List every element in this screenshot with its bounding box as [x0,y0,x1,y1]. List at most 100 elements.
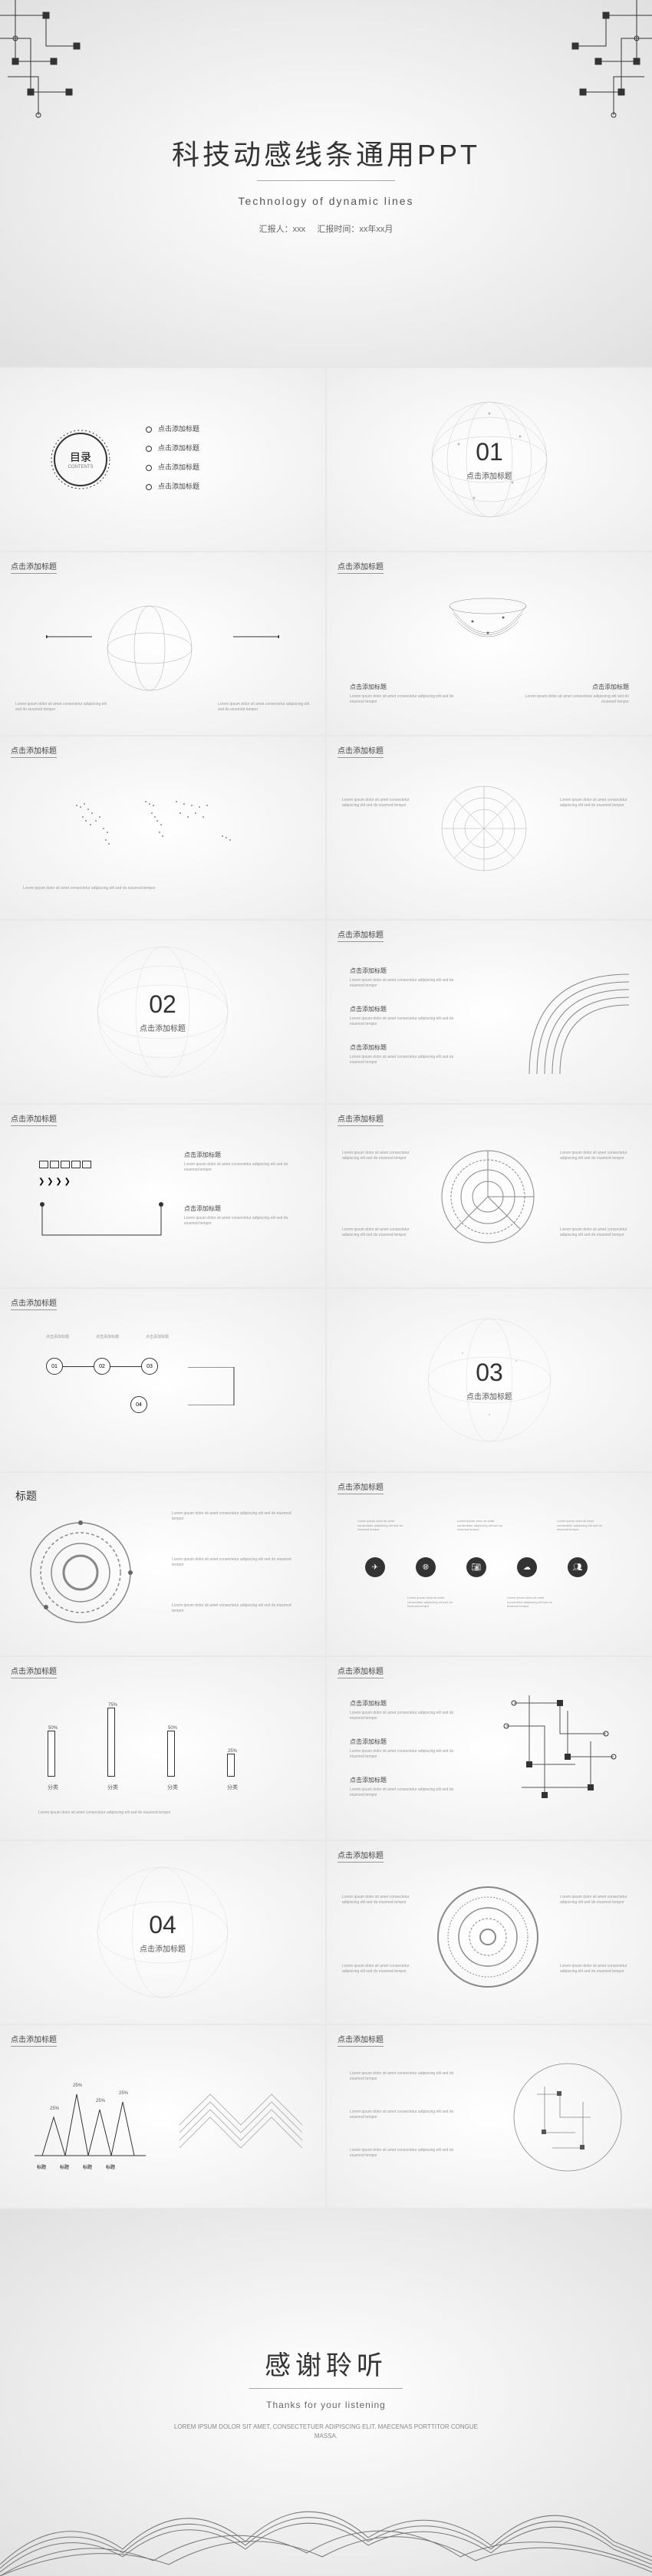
content-slide: 点击添加标题 点击添加标题 Lorem ipsum dolor sit amet… [327,552,652,735]
sub-heading: 点击添加标题 [184,1151,221,1159]
text-block: Lorem ipsum dolor sit amet consectetur a… [23,886,291,891]
radial-graphic [434,779,534,878]
content-slide: 点击添加标题 点击添加标题 Lorem ipsum dolor sit amet… [327,1657,652,1840]
globe-icon: 🌐︎ [416,1557,436,1577]
text-block: Lorem ipsum dolor sit amet consectetur a… [557,1519,603,1532]
slide-grid: 目录 CONTENTS 点击添加标题 点击添加标题 点击添加标题 点击添加标题 … [0,367,652,2209]
slide-title: 点击添加标题 [338,560,384,574]
content-slide: 点击添加标题 01 02 03 04 点击添加标题 点击添加标题 点击添加标题 [0,1289,325,1471]
circuit-decoration-tl [0,0,153,153]
people-icon: 👥︎ [568,1557,588,1577]
text-block: Lorem ipsum dolor sit amet consectetur a… [342,1964,419,1975]
bar: 50% 分类 [167,1726,178,1791]
text-block: Lorem ipsum dolor sit amet consectetur a… [342,798,419,809]
sub-heading: 点击添加标题 [592,683,629,691]
toc-list: 点击添加标题 点击添加标题 点击添加标题 点击添加标题 [146,414,199,500]
text-block: 点击添加标题 [96,1335,142,1340]
bowl-graphic [434,591,542,667]
hero-subtitle: Technology of dynamic lines [238,195,413,207]
text-block: 点击添加标题 [46,1335,92,1340]
text-block: Lorem ipsum dolor sit amet consectetur a… [342,1151,419,1161]
text-block: Lorem ipsum dolor sit amet consectetur a… [15,702,107,713]
text-block: Lorem ipsum dolor sit amet consectetur a… [560,1227,637,1238]
sub-heading: 点击添加标题 [350,1043,387,1052]
circuit-decoration-tr [499,0,652,153]
divider [257,180,395,181]
text-block: Lorem ipsum dolor sit amet consectetur a… [350,2148,465,2159]
svg-text:25%: 25% [73,2084,83,2088]
toc-slide: 目录 CONTENTS 点击添加标题 点击添加标题 点击添加标题 点击添加标题 [0,368,325,551]
arrow-row: ❯ ❯ ❯ ❯ [38,1178,71,1186]
content-slide: 点击添加标题 Lorem ipsum dolor sit amet consec… [327,736,652,919]
text-block: Lorem ipsum dolor sit amet consectetur a… [350,1016,465,1027]
label-title: 标题 [15,1488,37,1504]
path-line [38,1197,169,1243]
text-block: Lorem ipsum dolor sit amet consectetur a… [350,1787,465,1798]
text-block: Lorem ipsum dolor sit amet consectetur a… [522,694,629,705]
divider [249,2388,403,2389]
timeline-step: 03 [141,1358,158,1375]
triangle-chart: 25%25%25%25% [31,2071,153,2171]
cloud-icon: ☁ [517,1557,537,1577]
hero-title: 科技动感线条通用PPT [172,133,480,173]
text-block: Lorem ipsum dolor sit amet consectetur a… [350,2071,465,2082]
text-block: Lorem ipsum dolor sit amet consectetur a… [342,1227,419,1238]
text-block: Lorem ipsum dolor sit amet consectetur a… [38,1810,284,1816]
timeline: 01 02 03 [46,1358,158,1375]
plane-icon: ✈ [365,1557,385,1577]
slide-title: 点击添加标题 [11,560,57,574]
text-block: Lorem ipsum dolor sit amet consectetur a… [172,1511,302,1522]
text-block: Lorem ipsum dolor sit amet consectetur a… [350,694,457,705]
footer-title: 感谢聆听 [265,2344,387,2382]
svg-text:25%: 25% [119,2091,129,2096]
sphere-graphic [428,398,551,521]
slide-title: 点击添加标题 [11,1112,57,1126]
section-01-slide: 01 点击添加标题 [327,368,652,551]
text-block: Lorem ipsum dolor sit amet consectetur a… [350,2110,465,2120]
bar: 25% 分类 [227,1749,238,1791]
toc-item: 点击添加标题 [146,423,199,433]
sub-heading: 点击添加标题 [350,1699,387,1708]
circuit-arc-graphic [491,936,644,1089]
text-block: Lorem ipsum dolor sit amet consectetur a… [350,978,465,989]
text-block: Lorem ipsum dolor sit amet consectetur a… [357,1519,403,1532]
bar-chart: 50% 分类 75% 分类 50% 分类 25% 分类 [38,1703,247,1791]
camera-icon: 📷︎ [466,1557,486,1577]
text-block: Lorem ipsum dolor sit amet consectetur a… [184,1216,299,1227]
pcb-globe [506,2056,629,2179]
slide-title: 点击添加标题 [338,2033,384,2047]
timeline-step: 04 [130,1396,147,1413]
sub-heading: 点击添加标题 [350,1738,387,1746]
tech-circle [434,1143,542,1250]
mountains-graphic [0,2469,652,2576]
footer-subtitle: Thanks for your listening [266,2400,386,2410]
content-slide: 点击添加标题 50% 分类 75% 分类 50% 分类 25% 分类 [0,1657,325,1840]
content-slide: 点击添加标题 点击添加标题 Lorem ipsum dolor sit amet… [327,921,652,1103]
hero-meta: 汇报人：xxx 汇报时间：xx年xx月 [259,222,394,235]
section-03-slide: 03 点击添加标题 [327,1289,652,1471]
slide-title: 点击添加标题 [338,928,384,942]
icon-timeline: ✈ 🌐︎ 📷︎ ☁ 👥︎ [365,1557,588,1577]
text-block: Lorem ipsum dolor sit amet consectetur a… [172,1603,302,1614]
toc-item: 点击添加标题 [146,462,199,472]
connector-line [46,621,100,652]
timeline-step: 01 [46,1358,63,1375]
toc-circle: 目录 CONTENTS [54,433,107,486]
slide-title: 点击添加标题 [338,1112,384,1126]
footer-lorem: LOREM IPSUM DOLOR SIT AMET, CONSECTETUER… [173,2423,479,2441]
content-slide: 标题 Lorem ipsum dolor sit amet consectetu… [0,1473,325,1655]
slide-title: 点击添加标题 [338,1665,384,1678]
tech-rings [23,1515,138,1630]
circuit-map [499,1688,629,1818]
concentric-rings [430,1879,545,1995]
slide-title: 点击添加标题 [11,1665,57,1678]
bar: 75% 分类 [107,1703,118,1791]
text-block: Lorem ipsum dolor sit amet consectetur a… [342,1895,419,1906]
content-slide: 点击添加标题 ✈ 🌐︎ 📷︎ ☁ 👥︎ Lorem ipsum dolor si… [327,1473,652,1655]
text-block: Lorem ipsum dolor sit amet consectetur a… [350,1711,465,1721]
chart-labels: 标题标题标题标题 [37,2163,115,2170]
content-slide: 点击添加标题 Lorem ipsum dolor sit amet consec… [0,736,325,919]
hero-slide: 科技动感线条通用PPT Technology of dynamic lines … [0,0,652,367]
text-block: Lorem ipsum dolor sit amet consectetur a… [457,1519,503,1532]
pcb-strip [179,2064,310,2171]
